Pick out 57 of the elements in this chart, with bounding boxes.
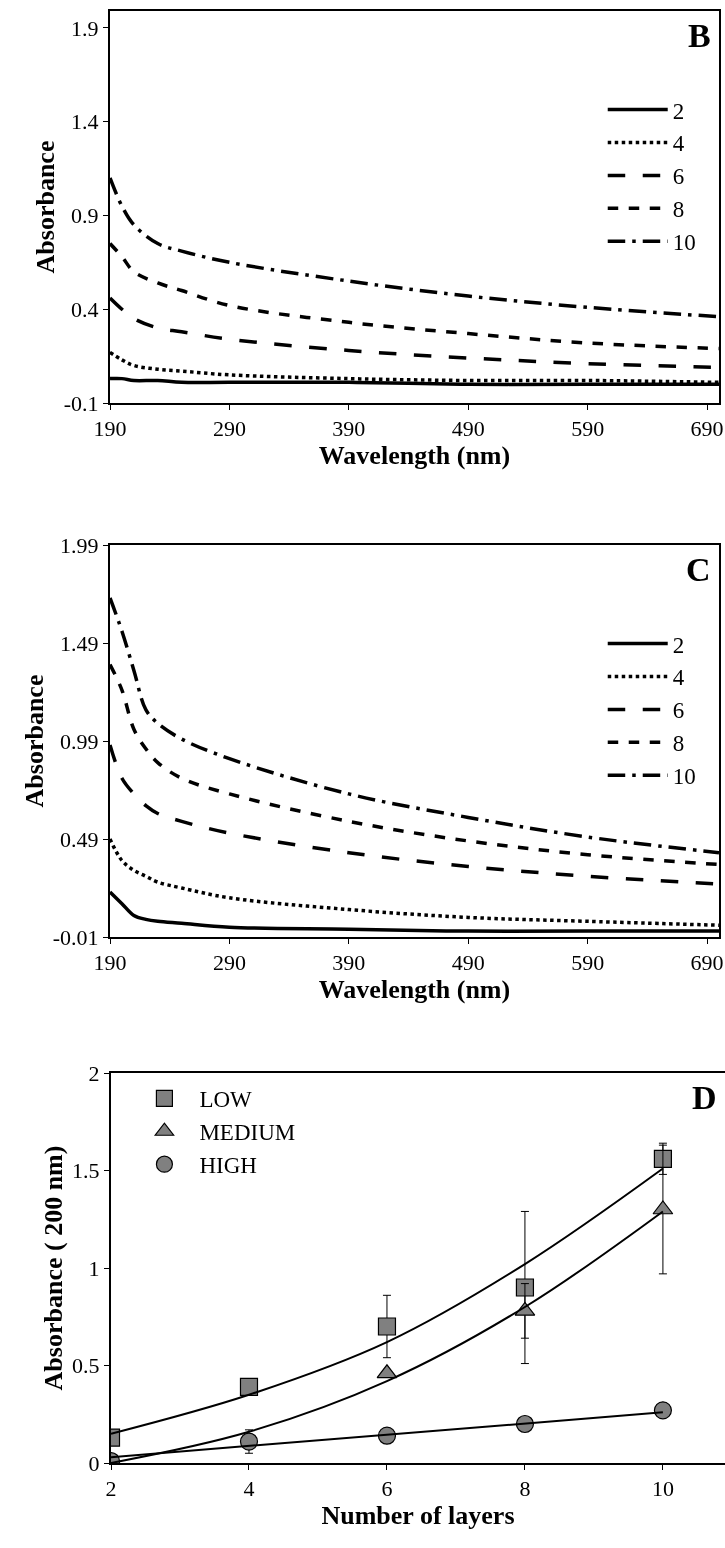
x-tick-label: 690 <box>690 950 724 976</box>
y-tick-label: 1.9 <box>71 15 99 41</box>
x-tick-label: 390 <box>332 950 366 976</box>
y-tick-label: 0 <box>88 1450 100 1476</box>
legend-label: 8 <box>672 731 685 757</box>
x-tick-label: 290 <box>212 416 246 442</box>
x-tick-label: 490 <box>451 416 485 442</box>
legend-label: 10 <box>672 230 696 256</box>
x-tick-label: 690 <box>690 416 724 442</box>
y-tick-label: 0.4 <box>71 296 99 322</box>
x-tick-label: 590 <box>571 416 605 442</box>
x-tick-label: 590 <box>571 950 605 976</box>
x-tick-label: 2 <box>105 1476 117 1502</box>
x-tick-label: 390 <box>332 416 366 442</box>
y-tick-label: 0.49 <box>60 826 99 852</box>
x-tick-label: 190 <box>93 950 127 976</box>
legend-label: 2 <box>672 98 685 124</box>
x-axis-title: Wavelength (nm) <box>318 975 511 1005</box>
y-tick-label: 0.99 <box>60 728 99 754</box>
y-axis-title: Absorbance <box>19 674 49 808</box>
y-tick-label: 1.99 <box>60 532 99 558</box>
annotation: D <box>692 1079 717 1116</box>
point <box>377 1317 397 1336</box>
x-tick-label: 290 <box>212 950 246 976</box>
y-tick-label: 1 <box>88 1255 100 1281</box>
legend-label: 6 <box>672 164 685 190</box>
y-tick-label: 1.49 <box>60 630 99 656</box>
legend-label: MEDIUM <box>199 1120 296 1146</box>
legend-label: 10 <box>672 764 696 790</box>
y-tick-label: 1.5 <box>72 1158 100 1184</box>
x-tick-label: 190 <box>93 416 127 442</box>
x-tick-label: 10 <box>651 1476 674 1502</box>
legend-label: LOW <box>199 1087 253 1113</box>
x-tick-label: 8 <box>519 1476 531 1502</box>
y-tick-label: 0.9 <box>71 203 99 229</box>
point <box>239 1377 259 1397</box>
y-tick-label: 0.5 <box>72 1353 100 1379</box>
annotation: C <box>686 551 711 588</box>
x-tick-label: 4 <box>243 1476 255 1502</box>
y-tick-label: -0.1 <box>63 390 99 416</box>
x-axis-title: Wavelength (nm) <box>318 441 511 471</box>
point <box>653 1401 673 1420</box>
x-axis-title: Number of layers <box>321 1501 515 1531</box>
legend-label: 2 <box>672 632 685 658</box>
legend-label: 4 <box>672 131 685 157</box>
y-axis-title: Absorbance <box>30 140 60 274</box>
x-tick-label: 490 <box>451 950 485 976</box>
legend-label: 8 <box>672 197 685 223</box>
y-tick-label: -0.01 <box>52 924 99 950</box>
y-tick-label: 2 <box>88 1060 100 1086</box>
y-axis-title: Absorbance ( 200 nm) <box>39 1145 68 1391</box>
y-tick-label: 1.4 <box>71 109 99 135</box>
x-tick-label: 6 <box>381 1476 393 1502</box>
legend-label: 6 <box>672 698 685 724</box>
legend-label: 4 <box>672 665 685 691</box>
legend-label: HIGH <box>199 1153 257 1179</box>
annotation: B <box>688 17 711 54</box>
